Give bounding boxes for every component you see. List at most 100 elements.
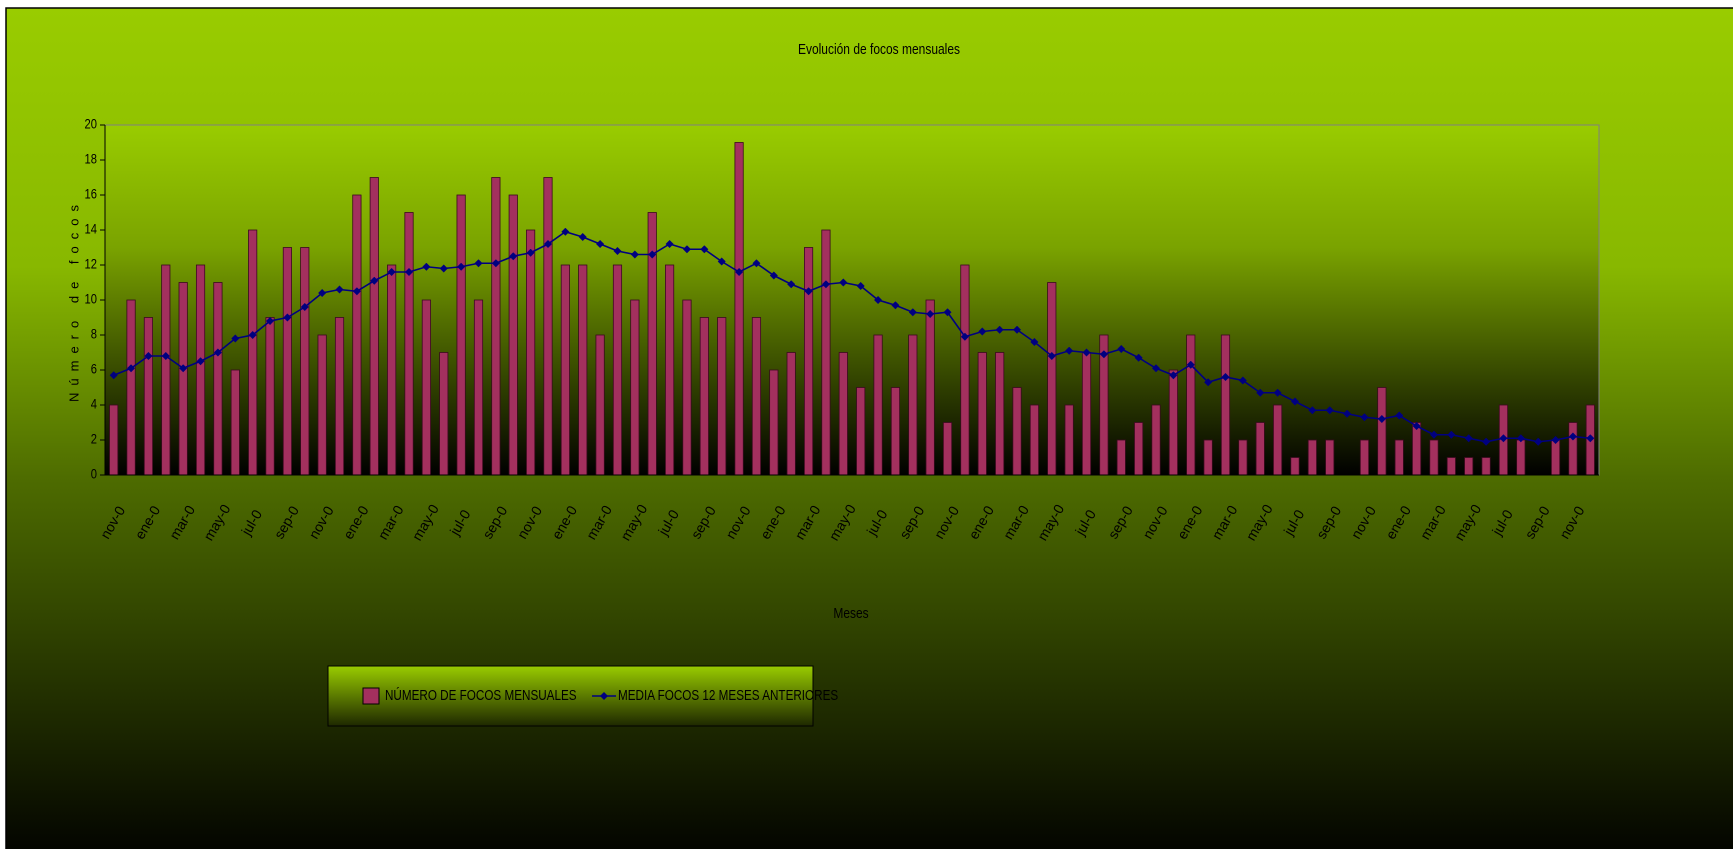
bar xyxy=(143,317,153,476)
legend-label: NÚMERO DE FOCOS MENSUALES xyxy=(385,687,577,704)
y-tick-label: 0 xyxy=(91,467,97,482)
bar xyxy=(1481,457,1491,476)
bar xyxy=(856,387,866,476)
bar xyxy=(1585,404,1595,476)
legend: NÚMERO DE FOCOS MENSUALES MEDIA FOCOS 12 … xyxy=(327,665,838,727)
bar xyxy=(717,317,727,476)
bar xyxy=(1273,404,1283,476)
y-tick-label: 10 xyxy=(85,292,97,307)
bar xyxy=(508,194,518,476)
legend-swatch xyxy=(362,687,380,705)
bar xyxy=(161,264,171,476)
bar xyxy=(1064,404,1074,476)
bar xyxy=(1203,439,1213,476)
bar xyxy=(1186,334,1196,476)
bar xyxy=(1412,422,1422,476)
y-axis-label: Número de focos xyxy=(66,198,81,402)
bar xyxy=(1325,439,1335,476)
line-series xyxy=(109,227,1595,446)
bar xyxy=(109,404,119,476)
legend-box xyxy=(327,665,814,727)
bar xyxy=(1394,439,1404,476)
bar xyxy=(473,299,484,476)
y-tick-label: 14 xyxy=(85,222,97,237)
bar xyxy=(1116,439,1126,476)
bar xyxy=(1377,387,1387,476)
bar xyxy=(960,264,970,476)
bar xyxy=(1047,282,1057,476)
bar xyxy=(995,352,1005,476)
bar xyxy=(334,317,345,476)
x-axis-label: Meses xyxy=(833,605,869,622)
bar xyxy=(1081,352,1092,476)
bar xyxy=(1516,439,1526,476)
bar xyxy=(873,334,883,476)
bar xyxy=(560,264,570,476)
bar xyxy=(1238,439,1248,476)
bar xyxy=(1220,334,1231,476)
legend-label: MEDIA FOCOS 12 MESES ANTERIORES xyxy=(618,687,838,704)
bar xyxy=(1464,457,1474,476)
bar xyxy=(126,299,136,476)
bar xyxy=(821,229,831,476)
bar xyxy=(439,352,449,476)
bar xyxy=(804,247,814,476)
y-tick-label: 16 xyxy=(85,187,97,202)
bar xyxy=(178,282,188,476)
bar xyxy=(1429,439,1439,476)
bar xyxy=(595,334,605,476)
bar xyxy=(612,264,623,476)
bar xyxy=(908,334,918,476)
bar xyxy=(1134,422,1144,476)
bar xyxy=(300,247,310,476)
bar xyxy=(751,317,762,476)
bar xyxy=(1151,404,1161,476)
y-tick-label: 8 xyxy=(91,327,97,342)
bar xyxy=(1568,422,1578,476)
bar xyxy=(282,247,292,476)
bar xyxy=(195,264,206,476)
bar xyxy=(925,299,935,476)
bar xyxy=(1290,457,1300,476)
bar xyxy=(404,212,414,476)
bar xyxy=(369,177,379,476)
bar xyxy=(456,194,466,476)
bar xyxy=(265,317,275,476)
bar xyxy=(1168,369,1178,476)
bar xyxy=(1255,422,1265,476)
bar xyxy=(942,422,953,476)
bar xyxy=(1551,439,1561,476)
chart-title: Evolución de focos mensuales xyxy=(798,41,960,58)
bar xyxy=(1099,334,1109,476)
bar xyxy=(1498,404,1509,476)
bar xyxy=(682,299,692,476)
bar xyxy=(421,299,431,476)
bar xyxy=(977,352,987,476)
bar xyxy=(578,264,588,476)
bar xyxy=(526,229,536,476)
bar xyxy=(1359,439,1370,476)
bar xyxy=(352,194,362,476)
bar xyxy=(317,334,327,476)
bar xyxy=(230,369,240,476)
y-tick-label: 6 xyxy=(91,362,97,377)
bar xyxy=(387,264,397,476)
bar xyxy=(1029,404,1039,476)
bar xyxy=(1446,457,1456,476)
bar xyxy=(248,229,258,476)
bar xyxy=(1307,439,1317,476)
bar xyxy=(769,369,779,476)
bar xyxy=(699,317,709,476)
y-tick-label: 4 xyxy=(91,397,97,412)
y-tick-label: 18 xyxy=(85,152,97,167)
bar xyxy=(665,264,675,476)
bar xyxy=(786,352,796,476)
bar xyxy=(1012,387,1022,476)
bar xyxy=(890,387,900,476)
bar xyxy=(630,299,640,476)
y-tick-label: 12 xyxy=(85,257,97,272)
y-tick-label: 2 xyxy=(91,432,97,447)
bar xyxy=(734,142,744,476)
